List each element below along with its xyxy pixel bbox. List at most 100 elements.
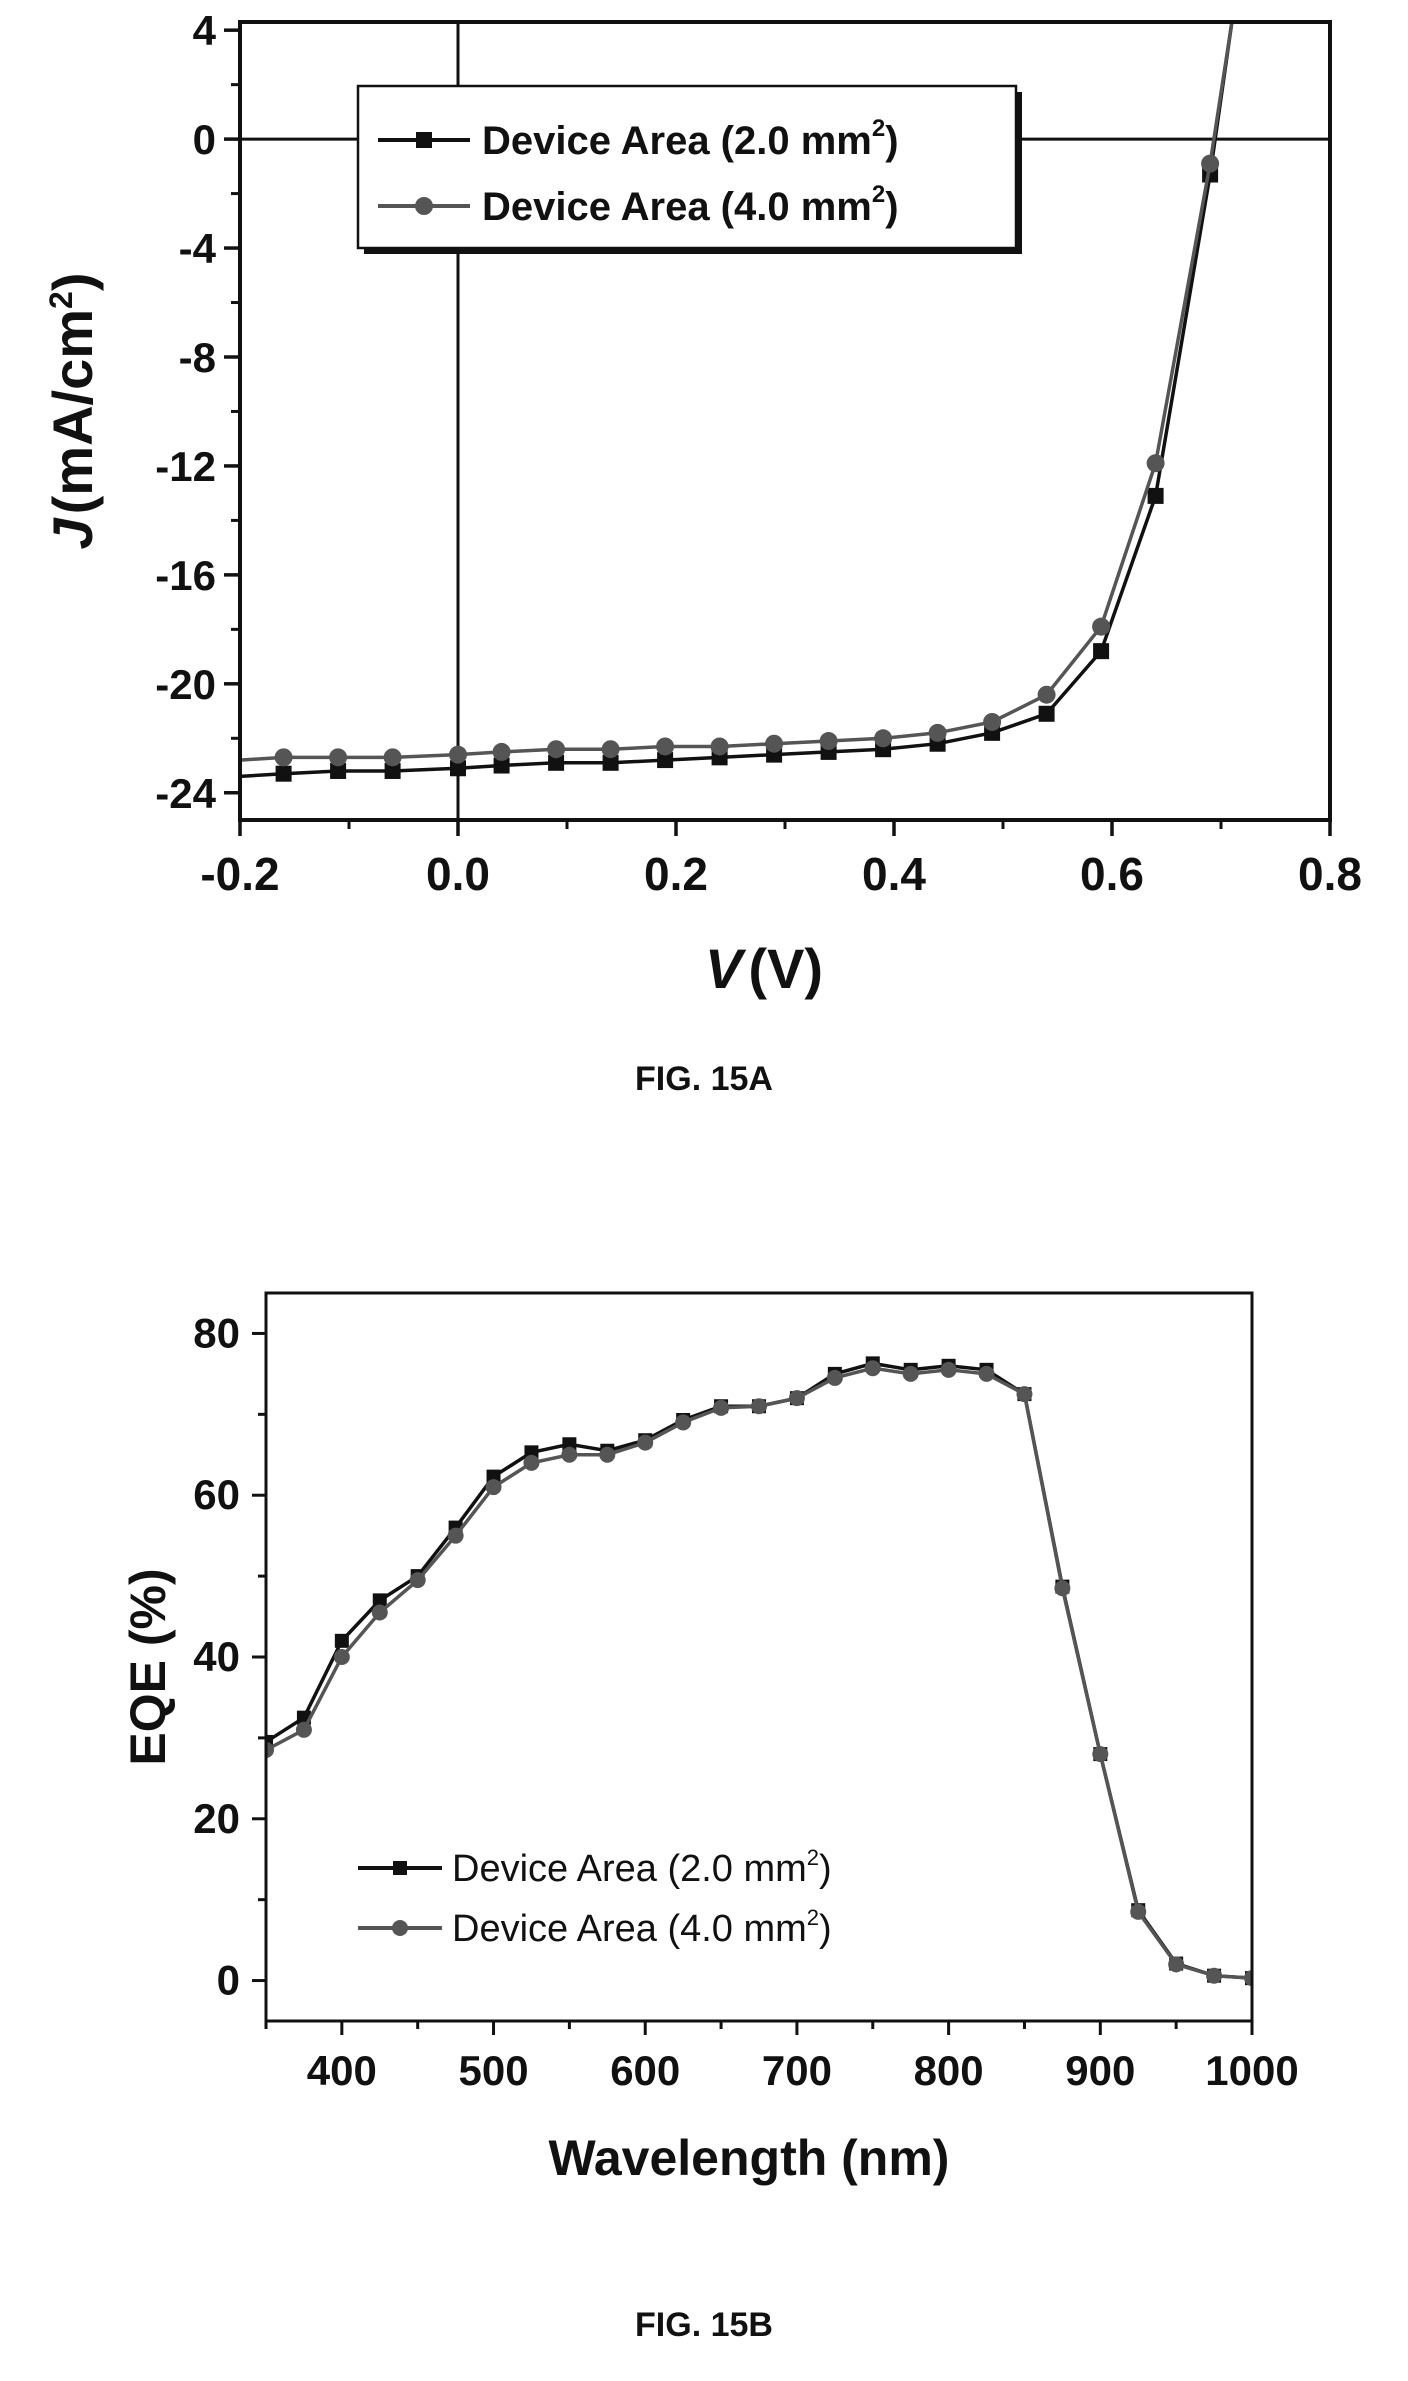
- legend-marker: [415, 197, 433, 215]
- data-point: [266, 1734, 273, 1749]
- series-1: [240, 22, 1234, 782]
- x-axis-title: Wavelength (nm): [549, 2130, 950, 2186]
- data-point: [637, 1434, 654, 1451]
- y-tick-label: -8: [179, 334, 216, 381]
- y-tick-label: 60: [193, 1471, 240, 1518]
- data-point: [1054, 1580, 1071, 1597]
- y-tick-label: 0: [217, 1957, 240, 2004]
- y-tick-label: 40: [193, 1633, 240, 1680]
- data-point: [902, 1365, 919, 1382]
- legend-box: [356, 84, 1018, 250]
- data-point: [978, 1365, 995, 1382]
- data-point: [602, 754, 619, 771]
- y-tick-label: -24: [155, 770, 216, 817]
- data-point: [874, 729, 893, 748]
- data-point: [485, 1479, 502, 1496]
- x-tick-label: 500: [458, 2047, 528, 2094]
- x-axis-title: V (V): [705, 937, 823, 1000]
- legend-shadow: [1016, 92, 1022, 254]
- data-point: [274, 748, 293, 767]
- legend-label: Device Area (4.0 mm2): [452, 1905, 832, 1950]
- legend-label: Device Area (2.0 mm2): [482, 115, 899, 163]
- y-tick-label: 20: [193, 1795, 240, 1842]
- data-point: [1146, 454, 1165, 473]
- data-point: [819, 732, 838, 751]
- data-point: [330, 762, 347, 779]
- data-point: [275, 765, 292, 782]
- data-point: [450, 760, 466, 777]
- legend: Device Area (2.0 mm2) Device Area (4.0 mm…: [358, 1845, 832, 1950]
- data-point: [713, 1399, 730, 1416]
- data-point: [449, 745, 467, 764]
- legend-marker: [392, 1920, 408, 1936]
- x-tick-label: 400: [307, 2047, 377, 2094]
- data-point: [1092, 1746, 1109, 1763]
- data-point: [548, 754, 565, 771]
- data-point: [657, 752, 674, 769]
- data-point: [1244, 1970, 1252, 1987]
- legend-label: Device Area (4.0 mm2): [482, 181, 899, 229]
- y-axis-title: EQE (%): [120, 1568, 176, 1765]
- legend-shadow: [364, 248, 1022, 254]
- y-tick-label: 0: [193, 116, 216, 163]
- figure-b-caption: FIG. 15B: [635, 2306, 773, 2344]
- data-point: [864, 1360, 881, 1377]
- data-point: [1093, 643, 1110, 660]
- x-tick-label: 600: [610, 2047, 680, 2094]
- data-point: [493, 757, 510, 774]
- legend-marker: [416, 132, 432, 148]
- y-tick-label: -16: [155, 552, 216, 599]
- y-tick-label: 4: [193, 7, 217, 54]
- x-tick-label: 800: [914, 2047, 984, 2094]
- data-point: [334, 1633, 349, 1648]
- series-1: [266, 1356, 1252, 1986]
- data-point: [492, 742, 511, 761]
- data-point: [1037, 685, 1056, 704]
- legend: Device Area (2.0 mm2) Device Area (4.0 mm…: [356, 84, 1022, 254]
- x-tick-label: 700: [762, 2047, 832, 2094]
- data-point: [826, 1369, 843, 1386]
- data-point: [561, 1446, 578, 1463]
- data-point: [710, 737, 729, 756]
- data-point: [383, 748, 402, 767]
- x-tick-label: 1000: [1205, 2047, 1298, 2094]
- series-2: [266, 1360, 1252, 1987]
- data-point: [409, 1572, 426, 1589]
- series-line: [240, 22, 1234, 779]
- data-point: [1206, 1967, 1223, 1984]
- x-tick-label: -0.2: [200, 848, 279, 900]
- legend-marker: [393, 1861, 407, 1875]
- data-point: [1038, 705, 1055, 722]
- data-point: [372, 1593, 387, 1608]
- x-tick-label: 0.6: [1080, 848, 1144, 900]
- data-point: [1092, 617, 1111, 636]
- data-point: [1201, 154, 1220, 173]
- data-point: [983, 712, 1002, 731]
- x-tick-label: 900: [1065, 2047, 1135, 2094]
- legend-label: Device Area (2.0 mm2): [452, 1845, 832, 1890]
- y-tick-label: -4: [179, 225, 217, 272]
- data-point: [547, 740, 566, 759]
- figure-a-caption: FIG. 15A: [635, 1060, 773, 1098]
- data-point: [940, 1361, 957, 1378]
- data-point: [1168, 1956, 1185, 1973]
- series-line: [240, 22, 1234, 762]
- x-tick-label: 0.4: [862, 848, 926, 900]
- data-point: [371, 1604, 388, 1621]
- jv-chart: -0.2 0.0 0.2 0.4 0.6 0.8 4 0 -4 -8 -12 -16 -20 -24 V (V…: [41, 7, 1362, 1000]
- data-point: [266, 1742, 274, 1759]
- data-point: [329, 748, 348, 767]
- data-point: [1130, 1903, 1147, 1920]
- data-point: [295, 1721, 312, 1738]
- y-tick-label: -12: [155, 443, 216, 490]
- y-axis-title: J(mA/cm2): [41, 273, 104, 550]
- data-point: [1016, 1386, 1033, 1403]
- data-point: [788, 1390, 805, 1407]
- data-point: [656, 737, 675, 756]
- data-point: [601, 740, 620, 759]
- x-tick-label: 0.0: [426, 848, 490, 900]
- data-point: [384, 762, 401, 779]
- data-point: [1147, 487, 1164, 504]
- data-point: [751, 1398, 767, 1415]
- x-tick-label: 0.8: [1298, 848, 1362, 900]
